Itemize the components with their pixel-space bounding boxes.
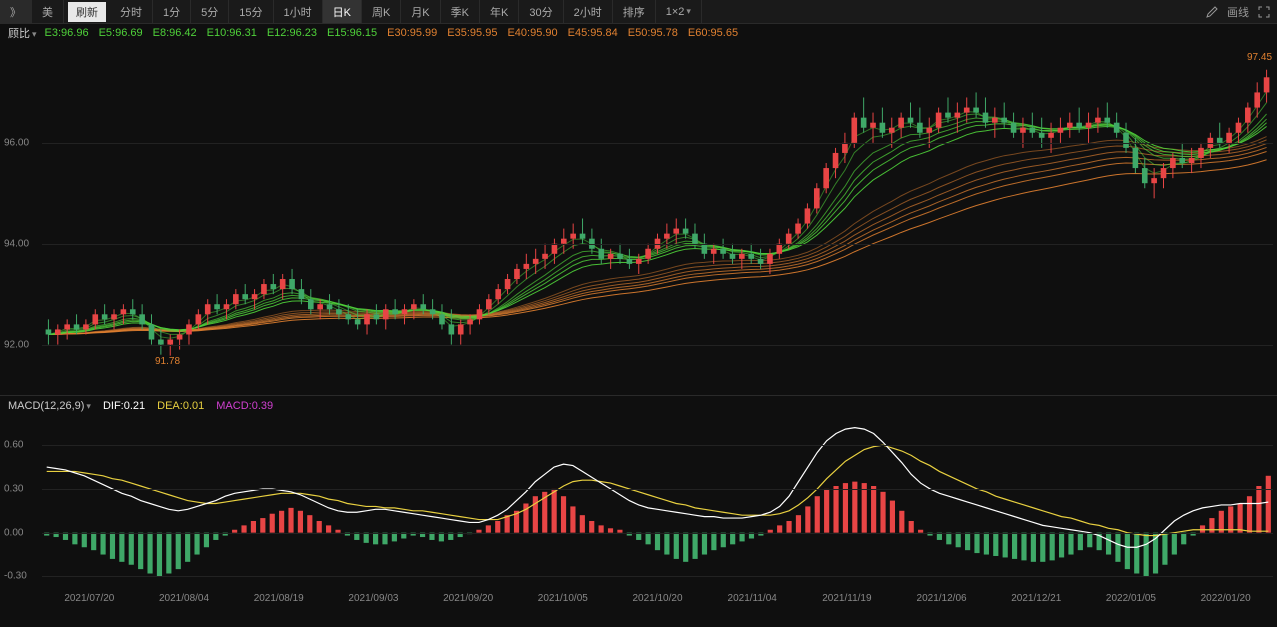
x-tick: 2021/10/05 (538, 593, 588, 604)
ma-E15: E15:96.15 (327, 27, 377, 39)
ma-E5: E5:96.69 (99, 27, 143, 39)
layout-label: 1×2 (666, 6, 685, 18)
x-tick: 2021/11/19 (822, 593, 871, 604)
macd-dea: DEA:0.01 (157, 400, 204, 412)
fullscreen-icon[interactable] (1257, 5, 1271, 19)
macd-header: MACD(12,26,9)▾ DIF:0.21 DEA:0.01 MACD:0.… (0, 396, 1277, 416)
x-tick: 2022/01/20 (1201, 593, 1251, 604)
timeframe-日K[interactable]: 日K (323, 0, 362, 23)
x-axis: 2021/07/20 2021/08/04 2021/08/19 2021/09/03… (42, 591, 1277, 611)
timeframe-1分[interactable]: 1分 (153, 0, 191, 23)
x-tick: 2021/08/19 (254, 593, 304, 604)
sort-label: 排序 (623, 4, 645, 20)
macd-macd: MACD:0.39 (216, 400, 273, 412)
x-tick: 2021/09/03 (348, 593, 398, 604)
price-chart[interactable]: 92.0094.0096.00 91.78 97.45 (0, 42, 1277, 396)
timeframe-15分[interactable]: 15分 (229, 0, 273, 23)
x-tick: 2021/08/04 (159, 593, 209, 604)
ma-E30: E30:95.99 (387, 27, 437, 39)
price-y-axis: 92.0094.0096.00 (0, 42, 40, 395)
macd-label[interactable]: MACD(12,26,9)▾ (8, 400, 91, 412)
draw-label[interactable]: 画线 (1227, 4, 1249, 20)
macd-y-axis: -0.300.000.300.60 (0, 416, 40, 591)
refresh-button[interactable]: 刷新 (68, 2, 106, 22)
chevron-down-icon: ▾ (86, 401, 91, 411)
x-tick: 2022/01/05 (1106, 593, 1156, 604)
ma-E50: E50:95.78 (628, 27, 678, 39)
chevron-down-icon: ▾ (32, 29, 37, 39)
timeframe-2小时[interactable]: 2小时 (564, 0, 613, 23)
ma-E35: E35:95.95 (447, 27, 497, 39)
layout-button[interactable]: 1×2▾ (656, 0, 702, 23)
ma-E3: E3:96.96 (45, 27, 89, 39)
symbol-prefix: 》 (0, 0, 32, 23)
x-tick: 2021/11/04 (728, 593, 777, 604)
pencil-icon[interactable] (1205, 5, 1219, 19)
ma-E10: E10:96.31 (207, 27, 257, 39)
x-tick: 2021/12/06 (917, 593, 967, 604)
macd-chart-area[interactable] (42, 416, 1273, 591)
symbol-name[interactable]: 美 (32, 0, 64, 23)
ma-E45: E45:95.84 (568, 27, 618, 39)
toolbar: 》 美 刷新 分时1分5分15分1小时日K周K月K季K年K30分2小时 排序 1… (0, 0, 1277, 24)
macd-dif: DIF:0.21 (103, 400, 145, 412)
x-tick: 2021/10/20 (632, 593, 682, 604)
ma-E40: E40:95.90 (507, 27, 557, 39)
macd-svg (42, 416, 1273, 591)
timeframe-5分[interactable]: 5分 (191, 0, 229, 23)
ma-E12: E12:96.23 (267, 27, 317, 39)
chevron-down-icon: ▾ (686, 6, 691, 17)
timeframe-年K[interactable]: 年K (480, 0, 519, 23)
x-tick: 2021/07/20 (64, 593, 114, 604)
price-high-annotation: 97.45 (1247, 52, 1272, 63)
ma-E8: E8:96.42 (153, 27, 197, 39)
timeframe-分时[interactable]: 分时 (110, 0, 153, 23)
ma-E60: E60:95.65 (688, 27, 738, 39)
price-chart-svg (42, 42, 1273, 395)
ma-indicator-bar: 顾比▾ E3:96.96 E5:96.69 E8:96.42 E10:96.31 E12… (0, 24, 1277, 42)
ma-system-label[interactable]: 顾比▾ (8, 25, 37, 41)
timeframe-周K[interactable]: 周K (362, 0, 401, 23)
x-tick: 2021/09/20 (443, 593, 493, 604)
price-low-annotation: 91.78 (155, 356, 180, 367)
timeframe-月K[interactable]: 月K (401, 0, 440, 23)
timeframe-30分[interactable]: 30分 (519, 0, 563, 23)
timeframe-季K[interactable]: 季K (441, 0, 480, 23)
x-tick: 2021/12/21 (1011, 593, 1061, 604)
macd-panel: MACD(12,26,9)▾ DIF:0.21 DEA:0.01 MACD:0.… (0, 396, 1277, 611)
timeframe-1小时[interactable]: 1小时 (274, 0, 323, 23)
sort-button[interactable]: 排序 (613, 0, 656, 23)
